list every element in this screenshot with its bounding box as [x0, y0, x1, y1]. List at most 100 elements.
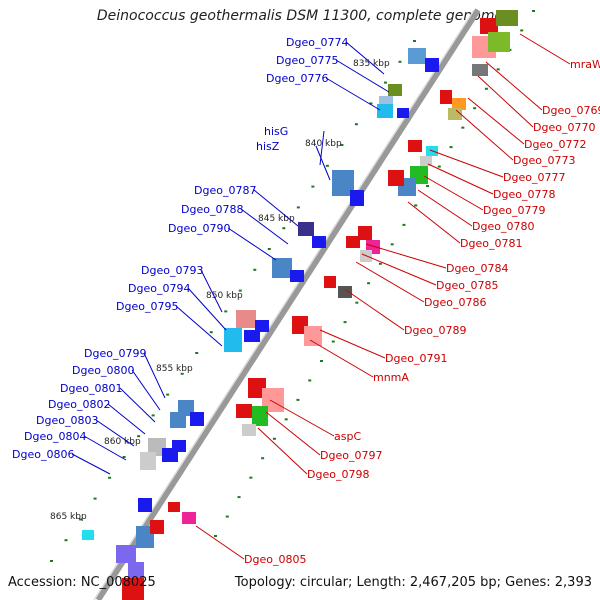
gene-block [116, 545, 136, 563]
gene-label: Dgeo_0797 [320, 449, 382, 462]
gene-label: Dgeo_0800 [72, 364, 134, 377]
gene-label: Dgeo_0775 [276, 54, 338, 67]
gene-label: Dgeo_0773 [513, 154, 575, 167]
track-dot [296, 206, 300, 209]
track-dot [249, 476, 253, 479]
track-dot [449, 146, 453, 149]
gene-block [448, 108, 462, 120]
gene-block [312, 236, 326, 248]
track-dot [151, 414, 155, 417]
leader-line [485, 61, 543, 111]
gene-label: Dgeo_0794 [128, 282, 190, 295]
track-dot [383, 81, 387, 84]
gene-block [170, 412, 186, 428]
gene-label: Dgeo_0801 [60, 382, 122, 395]
track-dot [331, 340, 335, 343]
track-dot [496, 68, 500, 71]
track-dot [378, 262, 382, 265]
track-dot [414, 204, 418, 207]
gene-block [332, 170, 354, 196]
gene-label: Dgeo_0798 [307, 468, 369, 481]
leader-line [345, 41, 385, 75]
gene-block [496, 10, 518, 26]
gene-block [420, 156, 432, 166]
track-dot [520, 29, 524, 32]
leader-line [315, 145, 331, 181]
scale-tick-label: 840 kbp [305, 139, 342, 149]
gene-block [128, 562, 144, 578]
track-dot [325, 164, 329, 167]
leader-line [119, 387, 156, 423]
leader-line [319, 329, 386, 359]
gene-block [122, 578, 144, 600]
topology-text: Topology: circular; Length: 2,467,205 bp… [234, 575, 592, 590]
gene-block [480, 18, 498, 34]
leader-line [477, 75, 534, 128]
track-dot [209, 331, 213, 334]
leader-line [269, 399, 335, 437]
track-dot [79, 518, 83, 521]
gene-block [255, 320, 269, 332]
gene-label: hisZ [256, 140, 280, 153]
gene-block [397, 108, 409, 118]
track-dot [354, 123, 358, 126]
track-dot [355, 301, 359, 304]
gene-label: Dgeo_0805 [244, 553, 306, 566]
gene-block [324, 276, 336, 288]
track-dot [343, 321, 347, 324]
gene-block [236, 404, 252, 418]
gene-block [190, 412, 204, 426]
track-dot [426, 185, 429, 187]
track-dot [225, 515, 229, 518]
leader-line [335, 59, 390, 93]
track-dot [93, 497, 97, 500]
gene-block [440, 90, 452, 104]
gene-block [472, 64, 488, 76]
track-dot [413, 40, 416, 42]
gene-block [350, 190, 364, 206]
gene-block [377, 104, 393, 118]
gene-label: Dgeo_0784 [446, 262, 508, 275]
gene-block [388, 170, 404, 186]
gene-block [136, 526, 154, 548]
track-dot [261, 457, 265, 460]
gene-label: Dgeo_0787 [194, 184, 256, 197]
track-dot [50, 560, 53, 562]
gene-block [408, 48, 426, 64]
leader-line [355, 261, 425, 303]
leader-line [429, 149, 504, 178]
leader-line [240, 208, 289, 245]
gene-label: Dgeo_0791 [385, 352, 447, 365]
leader-line [427, 163, 494, 195]
track-dot [398, 60, 402, 63]
leader-line [325, 77, 381, 111]
gene-block [298, 222, 314, 236]
track-dot [484, 87, 488, 90]
leader-line [107, 403, 146, 435]
track-dot [311, 185, 315, 188]
track-dot [532, 10, 535, 12]
gene-label: Dgeo_0788 [181, 203, 243, 216]
track-dot [296, 398, 300, 401]
leader-line [227, 227, 277, 261]
scale-tick-label: 850 kbp [206, 291, 243, 301]
leader-line [200, 269, 223, 313]
gene-label: Dgeo_0770 [533, 121, 595, 134]
gene-label: Dgeo_0806 [12, 448, 74, 461]
leader-line [265, 411, 321, 456]
gene-block [236, 310, 256, 328]
gene-block [358, 226, 372, 240]
genome-backbone-highlight [93, 9, 475, 600]
gene-block [452, 98, 466, 110]
leader-line [407, 201, 461, 244]
gene-label: Dgeo_0793 [141, 264, 203, 277]
accession-text: Accession: NC_008025 [8, 575, 156, 590]
leader-line [309, 339, 374, 378]
gene-block [150, 520, 164, 534]
gene-block [148, 438, 166, 456]
gene-block [425, 58, 439, 72]
track-dot [284, 418, 288, 421]
track-dot [402, 223, 406, 226]
gene-block [338, 286, 352, 298]
